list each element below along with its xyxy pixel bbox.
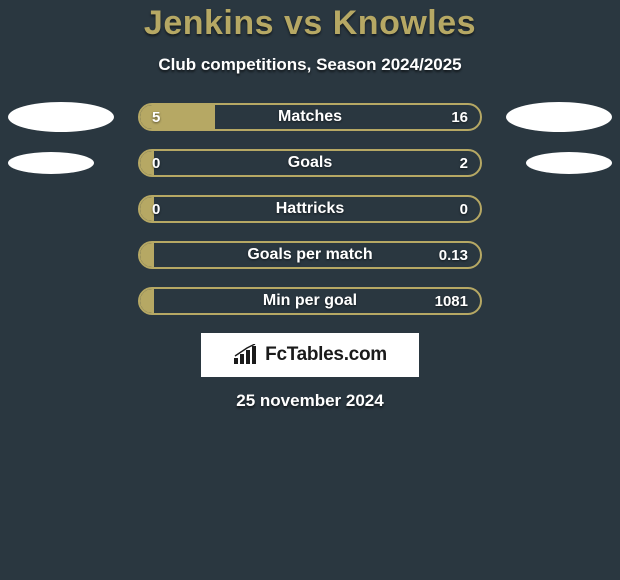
stat-bar-fill [140, 289, 154, 313]
logo-text: FcTables.com [265, 344, 387, 366]
logo-inner: FcTables.com [233, 344, 387, 366]
right-player-marker [526, 152, 612, 174]
left-player-marker [8, 152, 94, 174]
footer-date: 25 november 2024 [0, 391, 620, 411]
stat-bar-fill [140, 243, 154, 267]
stat-label: Min per goal [140, 289, 480, 313]
comparison-infographic: Jenkins vs Knowles Club competitions, Se… [0, 0, 620, 411]
stat-bar-fill [140, 151, 154, 175]
stat-right-value: 1081 [423, 289, 480, 313]
stat-bar: Min per goal 1081 [138, 287, 482, 315]
source-logo: FcTables.com [201, 333, 419, 377]
stat-bar: 0 Hattricks 0 [138, 195, 482, 223]
stat-bar-fill [140, 197, 154, 221]
stat-row: 5 Matches 16 [0, 103, 620, 131]
right-player-marker [506, 102, 612, 132]
stat-label: Hattricks [140, 197, 480, 221]
stat-bar: 0 Goals 2 [138, 149, 482, 177]
bar-chart-icon [233, 344, 259, 366]
stat-bar: Goals per match 0.13 [138, 241, 482, 269]
stat-right-value: 0 [448, 197, 480, 221]
stat-right-value: 2 [448, 151, 480, 175]
stat-row: Goals per match 0.13 [0, 241, 620, 269]
stat-bar: 5 Matches 16 [138, 103, 482, 131]
stat-row: 0 Goals 2 [0, 149, 620, 177]
stat-rows: 5 Matches 16 0 Goals 2 0 Hattricks [0, 103, 620, 315]
stat-right-value: 16 [439, 105, 480, 129]
stat-right-value: 0.13 [427, 243, 480, 267]
page-title: Jenkins vs Knowles [0, 4, 620, 43]
stat-label: Goals per match [140, 243, 480, 267]
stat-bar-fill [140, 105, 215, 129]
stat-row: Min per goal 1081 [0, 287, 620, 315]
stat-label: Goals [140, 151, 480, 175]
page-subtitle: Club competitions, Season 2024/2025 [0, 55, 620, 75]
stat-row: 0 Hattricks 0 [0, 195, 620, 223]
left-player-marker [8, 102, 114, 132]
